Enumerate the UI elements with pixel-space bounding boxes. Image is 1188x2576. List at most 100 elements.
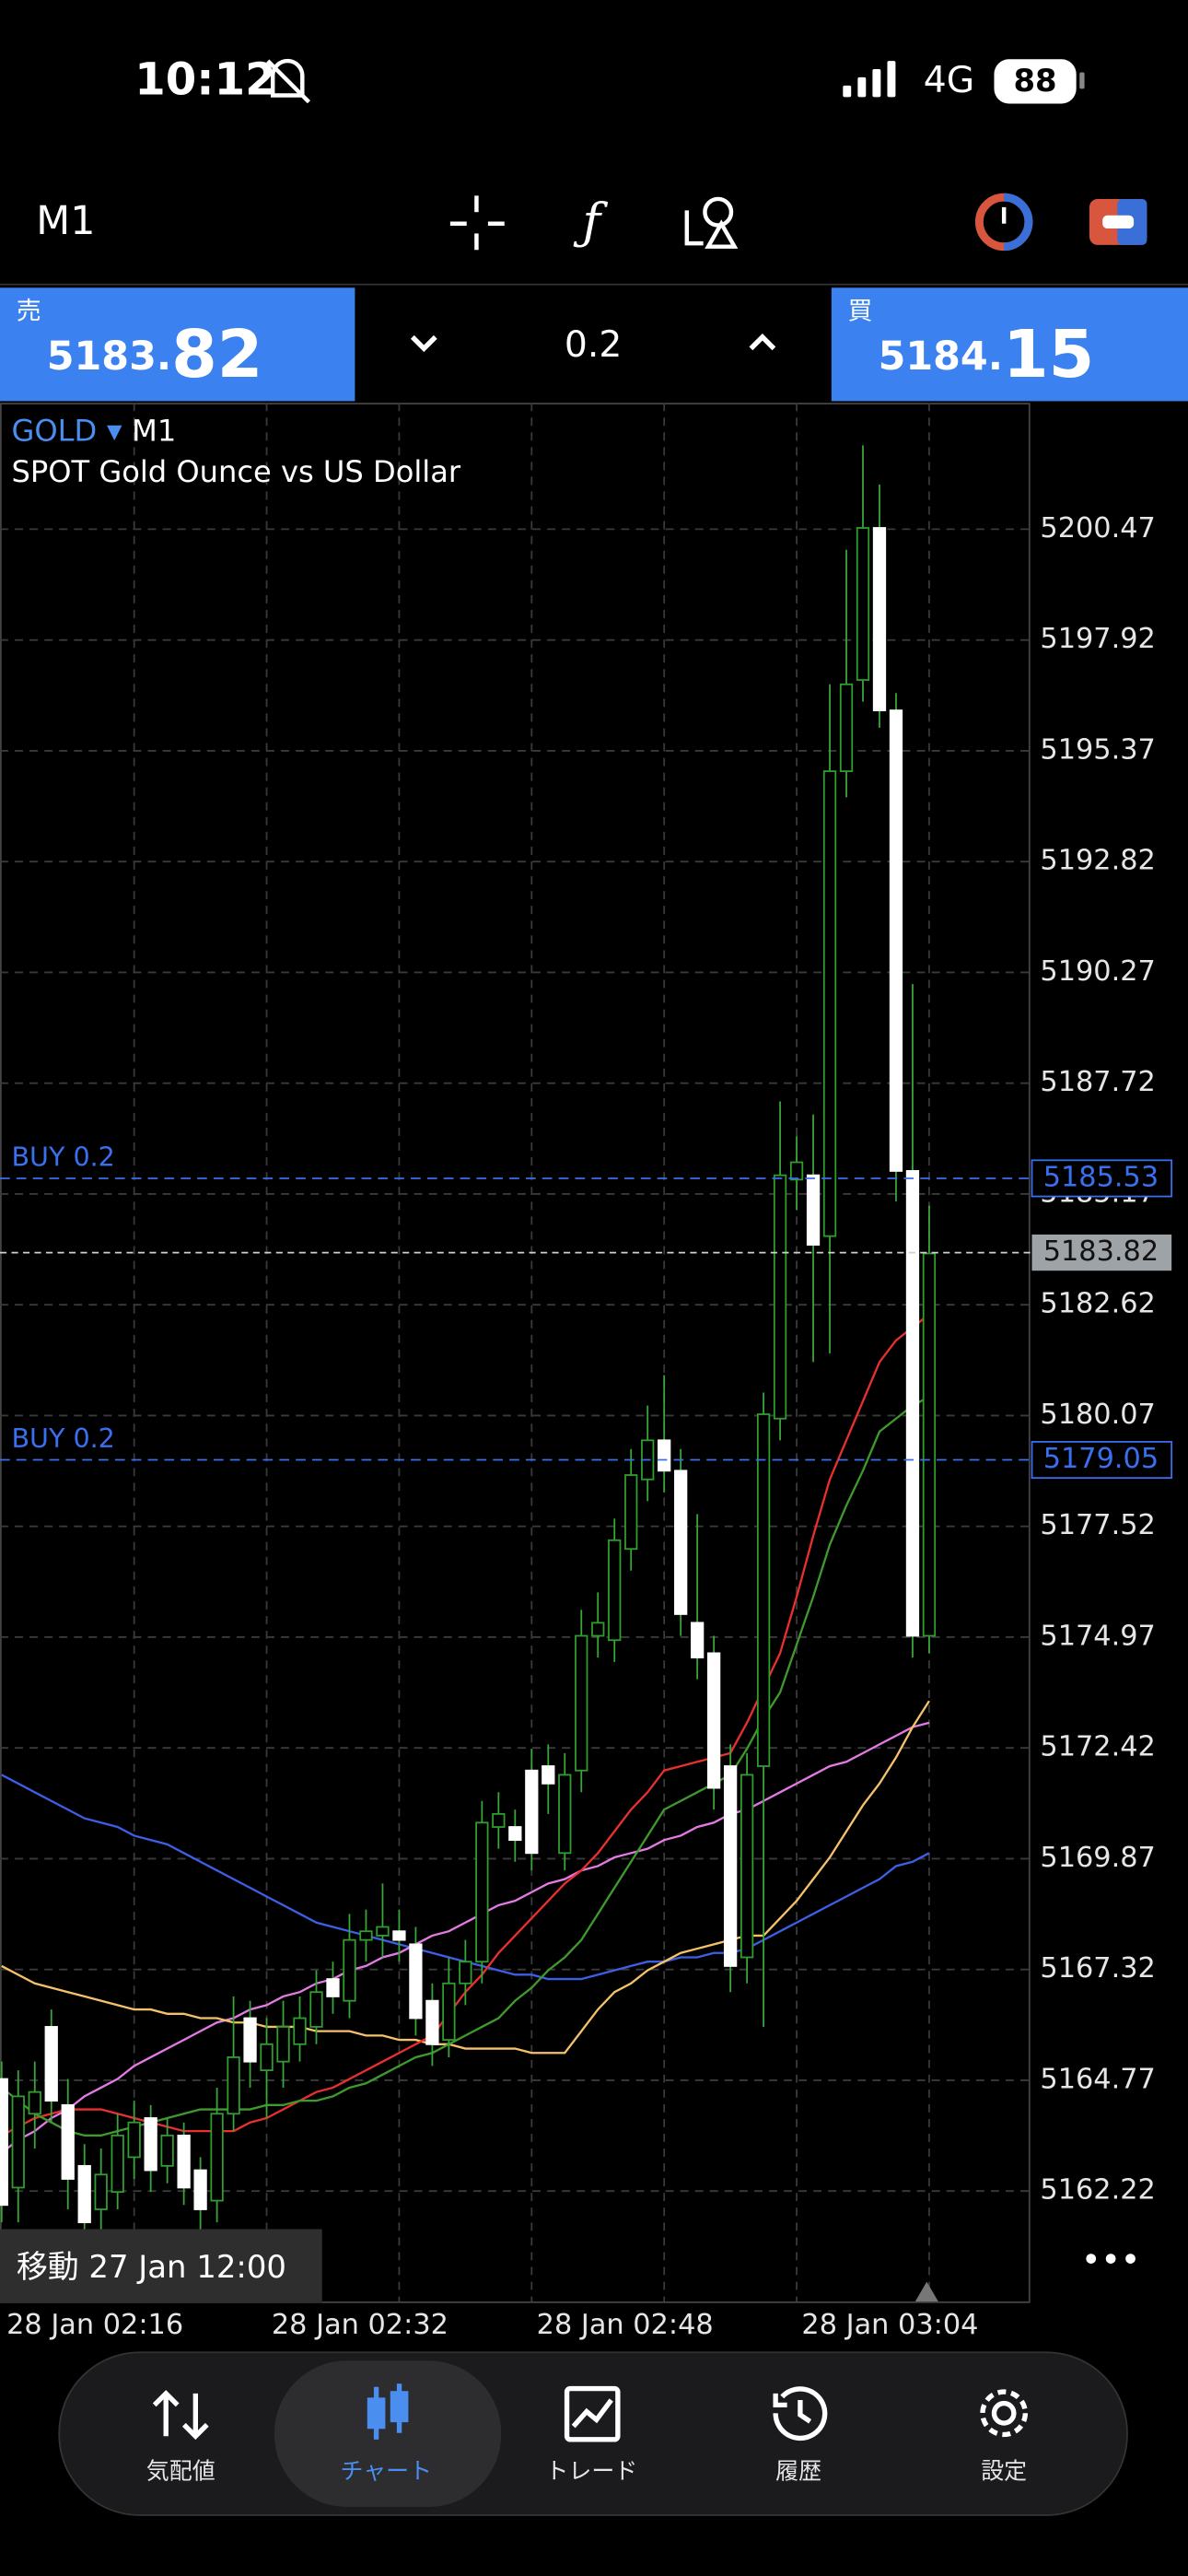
candle-body: [889, 709, 903, 1172]
y-tick-label: 5162.22: [1040, 2174, 1155, 2207]
chart-timeframe: M1: [132, 413, 176, 448]
candle-body: [723, 1765, 738, 1967]
objects-button[interactable]: [684, 196, 739, 249]
sell-label: 売: [17, 298, 41, 326]
candle-body: [525, 1769, 539, 1855]
candle-body: [856, 527, 870, 681]
order-price: 5179.05: [1043, 1443, 1159, 1475]
candle-body: [260, 2043, 274, 2071]
volume-increase[interactable]: [749, 334, 776, 351]
chart-subtitle: SPOT Gold Ounce vs US Dollar: [11, 454, 460, 489]
candle-body: [691, 1622, 705, 1658]
candle-body: [210, 2113, 224, 2202]
buy-price-small: 5184.: [879, 334, 1003, 380]
candle-body: [707, 1652, 721, 1789]
candle-body: [227, 2056, 240, 2115]
candle-body: [492, 1812, 506, 1828]
shift-marker[interactable]: [914, 2281, 938, 2301]
moving-average-line: [1, 1700, 930, 2055]
candle-body: [144, 2117, 157, 2172]
order-price-box: [1031, 1441, 1173, 1480]
candle-body: [575, 1634, 588, 1772]
y-tick-label: 5182.62: [1040, 1288, 1155, 1320]
candle-body: [905, 1170, 920, 1637]
symbol[interactable]: GOLD: [11, 413, 97, 448]
candle-body: [77, 2164, 91, 2224]
candle-body: [392, 1930, 406, 1941]
x-tick-label: 28 Jan 02:32: [272, 2309, 448, 2341]
candle-body: [425, 1999, 439, 2045]
battery-tip: [1079, 72, 1085, 89]
candle-body: [922, 1252, 937, 1637]
candle-body: [293, 2017, 307, 2045]
chart-header: GOLD ▼ M1: [11, 413, 176, 448]
tab-label[interactable]: トレード: [545, 2458, 637, 2485]
candle-body: [624, 1474, 638, 1551]
candle-body: [740, 1774, 754, 1959]
tab-label[interactable]: 履歴: [775, 2458, 821, 2485]
tab-label[interactable]: 気配値: [146, 2458, 215, 2485]
bid-price: 5183.82: [1043, 1235, 1159, 1268]
candle-body: [542, 1765, 555, 1785]
symbol-dropdown[interactable]: ▼: [107, 420, 122, 443]
candle-body: [343, 1938, 356, 2002]
sell-button[interactable]: [0, 287, 355, 402]
candle-body: [806, 1174, 821, 1246]
more-button[interactable]: [1086, 2254, 1136, 2264]
quotes-icon[interactable]: [152, 2390, 209, 2441]
crosshair-button[interactable]: [449, 195, 505, 251]
candle-body: [475, 1821, 489, 1963]
y-tick-label: 5180.07: [1040, 1399, 1155, 1431]
history-icon[interactable]: [773, 2386, 828, 2441]
y-tick-label: 5187.72: [1040, 1066, 1155, 1098]
sell-price-big: 82: [171, 316, 262, 392]
tab-label[interactable]: 設定: [981, 2458, 1027, 2485]
trade-icon[interactable]: [564, 2385, 621, 2442]
candle-body: [822, 770, 837, 1237]
settings-icon[interactable]: [980, 2389, 1029, 2438]
candle-body: [658, 1439, 671, 1472]
bid-price-box: [1031, 1234, 1172, 1271]
battery: [994, 59, 1077, 104]
candle-body: [326, 1978, 340, 1997]
tab-label[interactable]: チャート: [340, 2458, 432, 2485]
volume[interactable]: 0.2: [565, 324, 622, 366]
tabs: 気配値 チャート トレード 履歴 設定: [146, 2458, 1027, 2485]
order-label[interactable]: BUY 0.2: [11, 1423, 114, 1454]
x-tick-label: 28 Jan 02:16: [6, 2309, 183, 2341]
candle-body: [409, 1943, 423, 2020]
y-tick-label: 5195.37: [1040, 733, 1155, 766]
y-tick-label: 5167.32: [1040, 1952, 1155, 1985]
candle-body: [459, 1961, 472, 1985]
sell-price: 5183.82: [47, 316, 263, 392]
candle-body: [558, 1774, 572, 1855]
y-tick-label: 5192.82: [1040, 845, 1155, 877]
order-label[interactable]: BUY 0.2: [11, 1142, 114, 1173]
y-tick-label: 5190.27: [1040, 955, 1155, 988]
candle-body: [756, 1413, 771, 1767]
buy-label: 買: [848, 298, 873, 326]
y-tick-label: 5177.52: [1040, 1509, 1155, 1541]
candle-body: [674, 1469, 688, 1615]
candle-body: [376, 1926, 390, 1937]
one-click-button[interactable]: [1089, 198, 1147, 245]
volume-decrease[interactable]: [410, 334, 437, 353]
candle-body: [193, 2169, 207, 2210]
candle-body: [0, 2078, 8, 2207]
candle-body: [773, 1174, 787, 1420]
candle-body: [28, 2090, 41, 2115]
y-tick-label: 5200.47: [1040, 512, 1155, 544]
candle-body: [359, 1930, 373, 1941]
mute-icon: [266, 58, 311, 104]
y-tick-label: 5174.97: [1040, 1620, 1155, 1652]
tab-selected: [274, 2360, 502, 2508]
candle-body: [243, 2017, 257, 2063]
buy-button[interactable]: [831, 287, 1188, 402]
chart-icon[interactable]: [367, 2383, 409, 2440]
battery-level: 88: [1013, 63, 1056, 99]
market-clock-button[interactable]: [974, 193, 1033, 252]
y-tick-label: 5169.87: [1040, 1842, 1155, 1874]
timeframe-button[interactable]: M1: [36, 198, 95, 244]
